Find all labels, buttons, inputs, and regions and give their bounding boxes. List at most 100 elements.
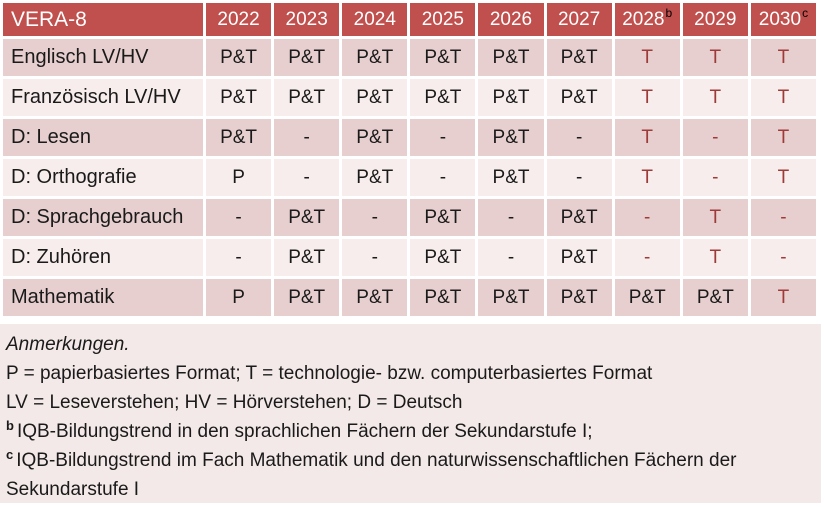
format-cell: - [342,239,408,276]
format-cell: P&T [478,79,544,116]
note-line: P = papierbasiertes Format; T = technolo… [6,359,741,388]
format-cell: P&T [410,39,476,76]
note-text: P = papierbasiertes Format; T = technolo… [6,363,653,384]
table-row: Englisch LV/HV P&T P&T P&T P&T P&T P&T T T T [3,39,816,76]
format-cell: - [614,239,680,276]
format-cell: - [410,159,476,196]
format-cell: - [546,159,612,196]
format-cell: P&T [206,79,272,116]
format-cell: - [206,199,272,236]
format-cell: T [614,79,680,116]
row-label: D: Lesen [3,119,203,156]
format-cell: - [206,239,272,276]
year-label: 2025 [421,8,465,30]
format-cell: - [614,199,680,236]
year-label: 2022 [217,8,260,30]
note-text: IQB-Bildungstrend in den sprachlichen Fä… [16,421,593,442]
note-line: LV = Leseverstehen; HV = Hörverstehen; D… [6,388,741,417]
format-cell: P&T [342,159,408,196]
format-cell: T [614,119,680,156]
row-label: D: Zuhören [3,239,203,276]
format-cell: P&T [478,159,544,196]
format-cell: T [750,79,816,116]
vera8-table: VERA-8 2022 2023 2024 2025 2026 2027 2028b 2029… [3,3,816,316]
format-cell: - [478,199,544,236]
year-label: 2029 [694,8,737,30]
format-cell: P&T [682,279,748,316]
table-header-row: VERA-8 2022 2023 2024 2025 2026 2027 2028b 2029… [3,3,816,36]
format-cell: P&T [546,199,612,236]
format-cell: P&T [342,79,408,116]
note-line: Anmerkungen. [6,330,741,359]
year-header-2024: 2024 [342,3,408,36]
note-line: c IQB-Bildungstrend im Fach Mathematik un… [6,446,741,504]
format-cell: P [206,279,272,316]
format-cell: P&T [478,39,544,76]
format-cell: - [274,119,340,156]
year-label: 2026 [489,8,533,30]
format-cell: T [750,119,816,156]
format-cell: P&T [546,79,612,116]
format-cell: P&T [274,279,340,316]
format-cell: P&T [614,279,680,316]
format-cell: T [682,39,748,76]
format-cell: P&T [274,79,340,116]
year-label: 2028 [622,8,665,30]
format-cell: T [682,199,748,236]
format-cell: T [750,39,816,76]
format-cell: T [614,39,680,76]
footnote-marker-b: b [6,417,14,433]
table-row: D: Orthografie P - P&T - P&T - T - T [3,159,816,196]
year-header-2023: 2023 [274,3,340,36]
format-cell: P&T [478,279,544,316]
format-cell: - [342,199,408,236]
format-cell: P&T [410,239,476,276]
table-row: Französisch LV/HV P&T P&T P&T P&T P&T P&T T T T [3,79,816,116]
row-label: D: Orthografie [3,159,203,196]
row-label: D: Sprachgebrauch [3,199,203,236]
year-header-2025: 2025 [410,3,476,36]
format-cell: P&T [342,119,408,156]
year-label: 2030 [758,8,802,30]
format-cell: P&T [342,39,408,76]
format-cell: P&T [546,39,612,76]
format-cell: - [682,119,748,156]
format-cell: - [478,239,544,276]
year-label: 2024 [353,8,396,30]
format-cell: P&T [274,239,340,276]
format-cell: P&T [206,39,272,76]
note-text: Anmerkungen. [6,334,130,355]
year-header-2026: 2026 [478,3,544,36]
table-row: D: Zuhören - P&T - P&T - P&T - T - [3,239,816,276]
year-label: 2027 [557,8,601,30]
note-text: IQB-Bildungstrend im Fach Mathematik und… [6,450,737,500]
format-cell: - [274,159,340,196]
format-cell: P&T [274,199,340,236]
format-cell: T [682,239,748,276]
note-line: b IQB-Bildungstrend in den sprachlichen F… [6,417,741,446]
format-cell: P&T [342,279,408,316]
format-cell: T [750,279,816,316]
format-cell: - [750,199,816,236]
format-cell: - [682,159,748,196]
format-cell: P&T [410,279,476,316]
row-label: Englisch LV/HV [3,39,203,76]
table-row: D: Lesen P&T - P&T - P&T - T - T [3,119,816,156]
format-cell: P&T [410,199,476,236]
format-cell: T [614,159,680,196]
footnote-marker-b: b [665,6,673,21]
table-title-cell: VERA-8 [3,3,203,36]
year-header-2029: 2029 [682,3,748,36]
format-cell: - [546,119,612,156]
format-cell: P&T [206,119,272,156]
format-cell: - [750,239,816,276]
format-cell: P [206,159,272,196]
notes-panel: Anmerkungen. P = papierbasiertes Format; … [0,324,821,503]
year-header-2030: 2030c [750,3,816,36]
table-row: Mathematik P P&T P&T P&T P&T P&T P&T P&T T [3,279,816,316]
format-cell: P&T [478,119,544,156]
footnote-marker-c: c [6,446,14,462]
table-row: D: Sprachgebrauch - P&T - P&T - P&T - T - [3,199,816,236]
format-cell: T [682,79,748,116]
